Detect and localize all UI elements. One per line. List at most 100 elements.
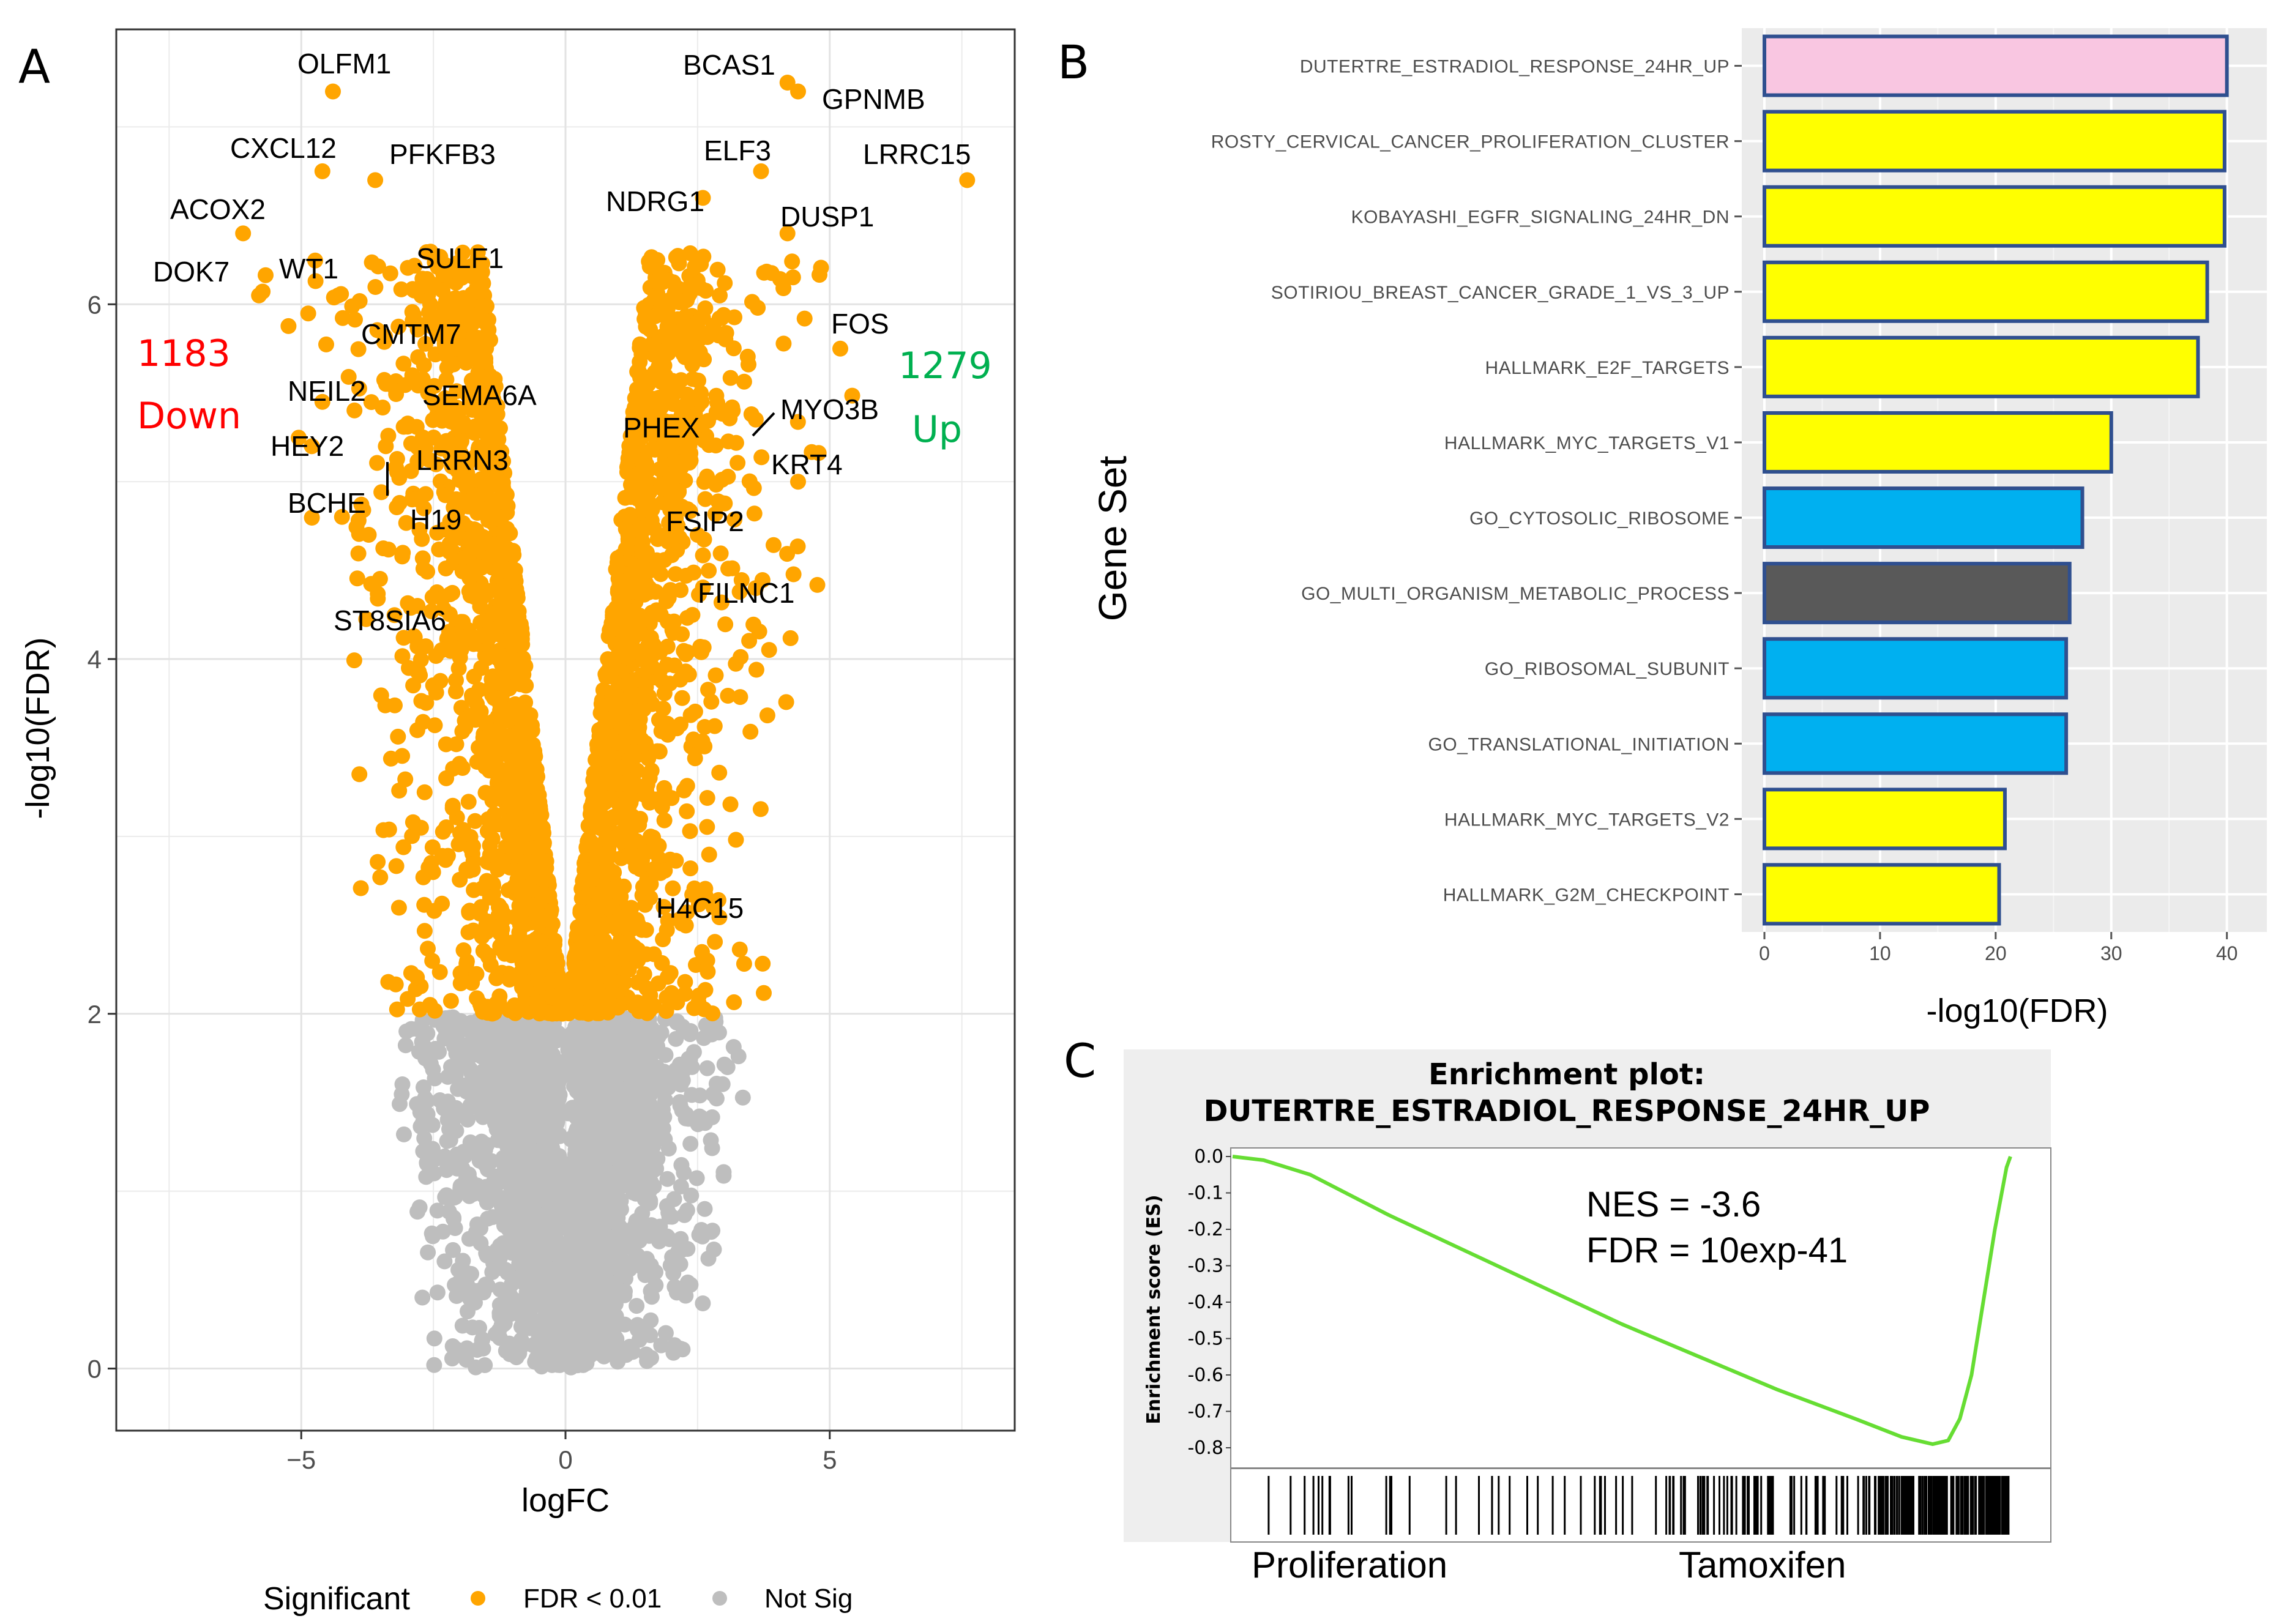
significant-point <box>709 261 726 278</box>
significant-point <box>412 819 429 836</box>
significant-point <box>746 505 763 522</box>
not-sig-point <box>471 1143 488 1160</box>
not-sig-point <box>517 1106 534 1122</box>
not-sig-point <box>704 1223 721 1239</box>
significant-point <box>400 991 416 1007</box>
significant-point <box>655 899 672 915</box>
not-sig-point <box>696 1201 713 1217</box>
not-sig-point <box>472 1235 489 1251</box>
not-sig-point <box>657 1325 674 1341</box>
significant-point <box>390 728 406 745</box>
significant-point <box>367 279 384 295</box>
not-sig-point <box>502 1021 518 1037</box>
significant-point <box>695 547 711 564</box>
significant-point <box>468 966 485 982</box>
significant-point <box>674 915 690 932</box>
significant-point <box>490 431 507 448</box>
not-sig-point <box>426 1330 442 1347</box>
significant-point <box>699 468 715 485</box>
significant-point <box>682 823 698 840</box>
significant-point <box>732 689 748 706</box>
significant-point <box>350 341 367 357</box>
significant-point <box>633 922 650 938</box>
not-sig-point <box>708 1076 725 1092</box>
not-sig-point <box>600 1150 617 1166</box>
significant-point <box>473 471 490 487</box>
not-sig-point <box>669 1013 685 1030</box>
significant-point <box>450 836 467 852</box>
not-sig-point <box>531 1246 547 1263</box>
significant-point <box>613 934 629 951</box>
not-sig-point <box>495 1050 512 1067</box>
significant-point <box>682 860 699 877</box>
significant-point <box>809 576 826 593</box>
significant-point <box>733 649 749 665</box>
not-sig-point <box>429 1202 446 1219</box>
not-sig-point <box>454 1286 471 1302</box>
significant-points <box>235 75 976 1022</box>
not-sig-point <box>671 1094 688 1110</box>
significant-point <box>671 483 687 500</box>
not-sig-point <box>604 1311 621 1327</box>
not-sig-point <box>703 1132 719 1149</box>
not-sig-point <box>678 1106 695 1122</box>
significant-point <box>741 633 758 649</box>
not-sig-point <box>415 1114 431 1131</box>
not-sig-point <box>539 1193 555 1210</box>
significant-point <box>775 335 792 352</box>
significant-point <box>444 458 460 475</box>
not-sig-point <box>445 1242 461 1258</box>
not-sig-point <box>490 1132 506 1149</box>
not-sig-point <box>507 1123 524 1139</box>
not-sig-point <box>419 1155 435 1171</box>
significant-point <box>417 335 434 352</box>
significant-point <box>344 298 360 315</box>
significant-point <box>690 373 706 389</box>
significant-point <box>693 385 709 401</box>
significant-point <box>428 684 444 701</box>
significant-point <box>390 318 407 335</box>
not-sig-point <box>625 1344 641 1360</box>
not-sig-point <box>521 1190 537 1207</box>
not-sig-point <box>514 1256 531 1272</box>
not-sig-point <box>551 1252 567 1268</box>
significant-point <box>694 944 710 960</box>
significant-point <box>420 941 436 957</box>
significant-point <box>844 387 860 404</box>
not-sig-point <box>673 1178 689 1194</box>
not-sig-point <box>666 1191 682 1207</box>
significant-point <box>789 538 806 554</box>
significant-point <box>699 819 715 835</box>
significant-point <box>666 285 683 301</box>
significant-point <box>461 546 478 562</box>
not-sig-point <box>620 1111 636 1128</box>
not-sig-point <box>475 1187 491 1204</box>
not-sig-point <box>666 1337 683 1354</box>
significant-point <box>700 682 716 698</box>
significant-point <box>629 687 645 704</box>
significant-point <box>804 444 820 460</box>
significant-point <box>712 545 729 562</box>
significant-point <box>469 754 485 770</box>
significant-point <box>656 685 673 701</box>
not-sig-point <box>490 1259 507 1275</box>
significant-point <box>658 346 674 363</box>
significant-point <box>424 953 441 969</box>
not-sig-point <box>595 1348 612 1365</box>
significant-point <box>756 264 772 281</box>
significant-point <box>673 582 689 598</box>
not-sig-point <box>450 1080 467 1097</box>
not-sig-point <box>394 1086 410 1103</box>
not-sig-point <box>524 1212 541 1228</box>
significant-point <box>442 993 459 1009</box>
not-sig-point <box>725 1039 742 1055</box>
not-sig-point <box>538 1060 554 1077</box>
not-sig-point <box>719 1059 736 1075</box>
significant-point <box>438 819 455 835</box>
not-sig-point <box>518 1234 534 1250</box>
not-sig-point <box>520 1019 537 1036</box>
significant-point <box>431 964 448 980</box>
not-sig-points <box>392 1009 751 1376</box>
